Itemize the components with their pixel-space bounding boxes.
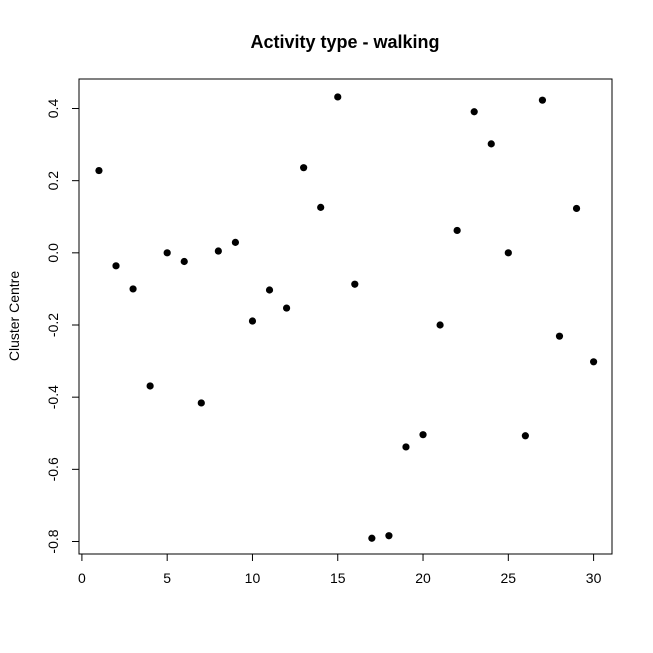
y-tick-label: 0.2 bbox=[45, 171, 61, 191]
y-tick-label: -0.8 bbox=[45, 529, 61, 553]
data-point bbox=[112, 262, 120, 270]
data-point bbox=[453, 226, 461, 235]
data-point bbox=[351, 280, 359, 288]
y-axis-label: Cluster Centre bbox=[6, 271, 22, 361]
data-point bbox=[402, 443, 410, 451]
x-tick-label: 15 bbox=[330, 570, 346, 586]
x-tick-label: 20 bbox=[415, 570, 431, 586]
data-point bbox=[368, 534, 376, 542]
y-tick-label: 0.4 bbox=[45, 99, 61, 119]
data-points bbox=[95, 93, 598, 542]
data-point bbox=[334, 93, 342, 101]
data-point bbox=[470, 108, 478, 116]
data-point bbox=[300, 164, 308, 172]
data-point bbox=[538, 96, 547, 104]
plot-frame bbox=[78, 78, 613, 555]
x-tick-label: 25 bbox=[501, 570, 517, 586]
x-tick-label: 10 bbox=[245, 570, 261, 586]
data-point bbox=[385, 532, 393, 540]
y-axis: -0.8 -0.6 -0.4 -0.2 0.0 0.2 0.4 bbox=[45, 99, 80, 554]
data-point bbox=[248, 317, 257, 325]
data-point bbox=[555, 332, 564, 340]
chart-title: Activity type - walking bbox=[250, 32, 439, 52]
x-axis: 0 5 10 15 20 25 30 bbox=[78, 553, 602, 586]
data-point bbox=[436, 321, 444, 329]
data-point bbox=[521, 432, 529, 440]
data-point bbox=[95, 166, 103, 175]
data-point bbox=[282, 304, 291, 312]
data-point bbox=[163, 249, 171, 257]
data-point bbox=[214, 247, 222, 255]
y-tick-label: -0.2 bbox=[45, 313, 61, 337]
data-point bbox=[180, 257, 188, 266]
data-point bbox=[317, 203, 325, 211]
data-point bbox=[504, 249, 512, 257]
y-tick-label: -0.4 bbox=[45, 385, 61, 409]
y-tick-label: 0.0 bbox=[45, 243, 61, 263]
x-tick-label: 0 bbox=[78, 570, 86, 586]
data-point bbox=[487, 140, 495, 148]
data-point bbox=[572, 204, 581, 213]
data-point bbox=[265, 286, 274, 294]
x-tick-label: 30 bbox=[586, 570, 602, 586]
data-point bbox=[590, 358, 598, 366]
data-point bbox=[146, 382, 154, 390]
data-point bbox=[129, 285, 137, 293]
data-point bbox=[231, 238, 240, 246]
data-point bbox=[197, 399, 205, 407]
y-tick-label: -0.6 bbox=[45, 457, 61, 481]
data-point bbox=[419, 431, 427, 439]
x-tick-label: 5 bbox=[163, 570, 171, 586]
